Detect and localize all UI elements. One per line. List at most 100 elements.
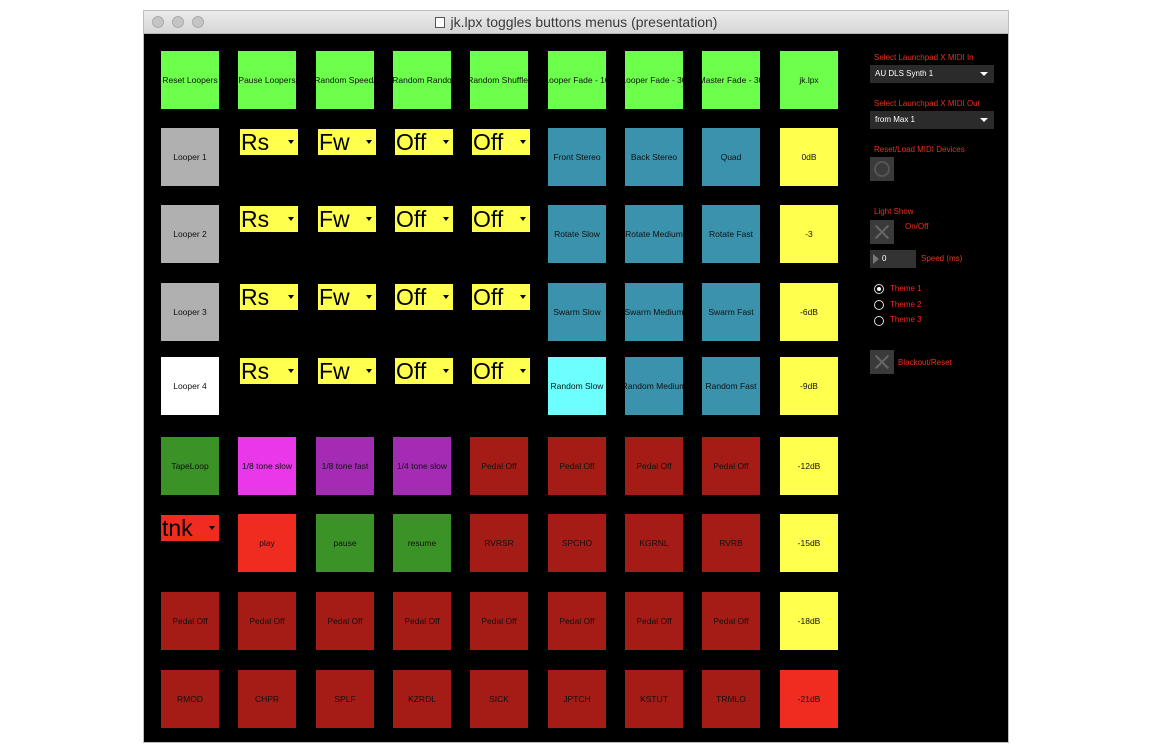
pad-button[interactable]: Looper 1 — [161, 128, 219, 186]
blackout-reset-button[interactable] — [870, 350, 894, 374]
looper-mode-menu[interactable]: Off — [472, 284, 530, 310]
looper-mode-menu[interactable]: Off — [472, 358, 530, 384]
speed-number-box[interactable]: 0 — [870, 250, 916, 268]
pad-button[interactable]: Rotate Medium — [625, 205, 683, 263]
pad-button[interactable]: Swarm Medium — [625, 283, 683, 341]
pad-button[interactable]: Rotate Slow — [548, 205, 606, 263]
pad-button[interactable]: Pedal Off — [393, 592, 451, 650]
pad-button[interactable]: Pedal Off — [470, 437, 528, 495]
reset-load-button[interactable] — [870, 157, 894, 181]
pad-button[interactable]: KSTUT — [625, 670, 683, 728]
midi-out-dropdown[interactable]: from Max 1 — [870, 111, 994, 129]
chevron-down-icon — [443, 295, 449, 299]
pad-button[interactable]: 0dB — [780, 128, 838, 186]
pad-button[interactable]: KGRNL — [625, 514, 683, 572]
pad-button[interactable]: Swarm Slow — [548, 283, 606, 341]
pad-button[interactable]: TRMLO — [702, 670, 760, 728]
looper-mode-menu[interactable]: Fw — [318, 358, 376, 384]
pad-button[interactable]: Pedal Off — [238, 592, 296, 650]
pad-button[interactable]: -9dB — [780, 357, 838, 415]
pad-button[interactable]: Pedal Off — [625, 592, 683, 650]
pad-button[interactable]: SPCHO — [548, 514, 606, 572]
looper-mode-menu[interactable]: Fw — [318, 284, 376, 310]
pad-button[interactable]: Pedal Off — [548, 437, 606, 495]
pad-label: Swarm Medium — [625, 307, 683, 317]
pad-label: KGRNL — [639, 538, 669, 548]
minimize-window-button[interactable] — [172, 16, 184, 28]
menu-value: Rs — [241, 206, 270, 232]
pad-button[interactable]: Random Rando — [393, 51, 451, 109]
theme-3-radio[interactable] — [874, 316, 884, 326]
pad-button[interactable]: RVRSR — [470, 514, 528, 572]
tape-select-menu[interactable]: tnk — [161, 515, 219, 541]
pad-button[interactable]: KZRDL — [393, 670, 451, 728]
looper-mode-menu[interactable]: Off — [472, 206, 530, 232]
pad-button[interactable]: TapeLoop — [161, 437, 219, 495]
pad-button[interactable]: Looper Fade - 30 — [625, 51, 683, 109]
theme-1-radio[interactable] — [874, 284, 884, 294]
pad-button[interactable]: Looper 4 — [161, 357, 219, 415]
pad-button[interactable]: -3 — [780, 205, 838, 263]
looper-mode-menu[interactable]: Off — [395, 358, 453, 384]
looper-mode-menu[interactable]: Fw — [318, 129, 376, 155]
looper-mode-menu[interactable]: Off — [472, 129, 530, 155]
theme-2-radio[interactable] — [874, 300, 884, 310]
pad-button[interactable]: SICK — [470, 670, 528, 728]
pad-button[interactable]: -18dB — [780, 592, 838, 650]
pad-button[interactable]: Pedal Off — [625, 437, 683, 495]
pad-button[interactable]: 1/4 tone slow — [393, 437, 451, 495]
pad-button[interactable]: Front Stereo — [548, 128, 606, 186]
pad-button[interactable]: -15dB — [780, 514, 838, 572]
pad-button[interactable]: Pedal Off — [470, 592, 528, 650]
pad-button[interactable]: CHPR — [238, 670, 296, 728]
close-window-button[interactable] — [152, 16, 164, 28]
pad-button[interactable]: -6dB — [780, 283, 838, 341]
pad-button[interactable]: jk.lpx — [780, 51, 838, 109]
looper-mode-menu[interactable]: Rs — [240, 284, 298, 310]
pad-button[interactable]: Looper 3 — [161, 283, 219, 341]
pad-button[interactable]: pause — [316, 514, 374, 572]
midi-in-dropdown[interactable]: AU DLS Synth 1 — [870, 65, 994, 83]
pad-button[interactable]: Pedal Off — [548, 592, 606, 650]
looper-mode-menu[interactable]: Off — [395, 129, 453, 155]
pad-button[interactable]: Pause Loopers — [238, 51, 296, 109]
pad-button[interactable]: Pedal Off — [702, 592, 760, 650]
pad-button[interactable]: Random Shuffler — [470, 51, 528, 109]
looper-mode-menu[interactable]: Rs — [240, 206, 298, 232]
looper-mode-menu[interactable]: Rs — [240, 358, 298, 384]
pad-button[interactable]: SPLF — [316, 670, 374, 728]
pad-button[interactable]: -12dB — [780, 437, 838, 495]
looper-mode-menu[interactable]: Off — [395, 206, 453, 232]
looper-mode-menu[interactable]: Off — [395, 284, 453, 310]
pad-button[interactable]: 1/8 tone slow — [238, 437, 296, 495]
pad-button[interactable]: RMOD — [161, 670, 219, 728]
pad-button[interactable]: Master Fade - 30 — [702, 51, 760, 109]
pad-button[interactable]: resume — [393, 514, 451, 572]
zoom-window-button[interactable] — [192, 16, 204, 28]
pad-label: Swarm Slow — [553, 307, 601, 317]
pad-button[interactable]: Looper 2 — [161, 205, 219, 263]
pad-button[interactable]: Reset Loopers — [161, 51, 219, 109]
pad-button[interactable]: Looper Fade - 10 — [548, 51, 606, 109]
pad-button[interactable]: Random Fast — [702, 357, 760, 415]
light-show-toggle[interactable] — [870, 220, 894, 244]
pad-button[interactable]: RVRB — [702, 514, 760, 572]
pad-button[interactable]: Random Medium — [625, 357, 683, 415]
pad-button[interactable]: Random Slow — [548, 357, 606, 415]
pad-button[interactable]: Rotate Fast — [702, 205, 760, 263]
pad-button[interactable]: Pedal Off — [702, 437, 760, 495]
chevron-down-icon — [366, 217, 372, 221]
pad-button[interactable]: JPTCH — [548, 670, 606, 728]
pad-button[interactable]: -21dB — [780, 670, 838, 728]
pad-button[interactable]: Back Stereo — [625, 128, 683, 186]
pad-button[interactable]: Pedal Off — [161, 592, 219, 650]
looper-mode-menu[interactable]: Rs — [240, 129, 298, 155]
pad-button[interactable]: 1/8 tone fast — [316, 437, 374, 495]
pad-button[interactable]: Swarm Fast — [702, 283, 760, 341]
pad-button[interactable]: Quad — [702, 128, 760, 186]
midi-out-label: Select Launchpad X MIDI Out — [874, 99, 980, 108]
looper-mode-menu[interactable]: Fw — [318, 206, 376, 232]
pad-button[interactable]: Random Speed/ — [316, 51, 374, 109]
pad-button[interactable]: play — [238, 514, 296, 572]
pad-button[interactable]: Pedal Off — [316, 592, 374, 650]
